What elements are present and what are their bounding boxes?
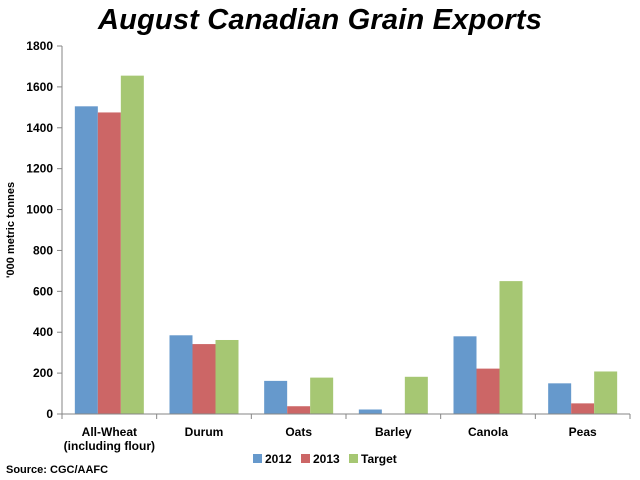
y-tick-label: 400 (33, 325, 53, 339)
y-tick-label: 1000 (26, 203, 53, 217)
x-axis: All-Wheat (including flour) Durum Oats Barle… (61, 413, 631, 453)
legend-swatch-2012 (253, 454, 262, 463)
y-tick-label: 1200 (26, 162, 53, 176)
y-tick-label: 800 (33, 243, 53, 257)
x-tick-label: Peas (569, 425, 597, 439)
y-tick-label: 0 (46, 407, 53, 421)
y-axis-title: '000 metric tonnes (5, 182, 17, 278)
bar-2013-all-wheat (97, 112, 121, 414)
bar-2012-all-wheat (74, 106, 98, 415)
x-tick-label: Barley (375, 425, 412, 439)
legend-label-target: Target (361, 452, 397, 466)
x-tick-label: All-Wheat (including flour) (64, 425, 155, 453)
chart-title: August Canadian Grain Exports (97, 4, 543, 36)
bar-2013-peas (571, 403, 595, 414)
y-tick-label: 600 (33, 284, 53, 298)
bar-2013-canola (476, 368, 500, 414)
bar-target-all-wheat (120, 75, 144, 415)
bar-target-oats (310, 377, 334, 414)
bar-target-canola (499, 281, 523, 414)
bar-2012-durum (169, 335, 193, 414)
bar-target-peas (594, 371, 618, 414)
x-tick-label: Durum (185, 425, 224, 439)
bar-2012-barley (358, 409, 382, 414)
bar-2012-peas (548, 383, 572, 414)
legend-label-2012: 2012 (265, 452, 292, 466)
bar-2012-oats (264, 380, 288, 414)
source-label: Source: CGC/AAFC (6, 464, 108, 476)
y-tick-label: 1800 (26, 39, 53, 53)
y-axis: 0 200 400 600 800 1000 1200 1400 1600 1800 (26, 39, 63, 421)
x-tick-label: Oats (285, 425, 312, 439)
bar-2012-canola (453, 336, 477, 414)
y-tick-label: 1600 (26, 80, 53, 94)
bar-target-durum (215, 339, 239, 414)
legend-label-2013: 2013 (313, 452, 340, 466)
bars (74, 75, 618, 415)
x-tick-label: Canola (468, 425, 508, 439)
legend: 2012 2013 Target (253, 452, 397, 466)
bar-target-barley (404, 376, 428, 414)
bar-2013-oats (287, 406, 311, 414)
bar-2013-durum (192, 344, 216, 414)
y-tick-label: 1400 (26, 121, 53, 135)
legend-swatch-2013 (301, 454, 310, 463)
legend-swatch-target (349, 454, 358, 463)
y-tick-label: 200 (33, 366, 53, 380)
